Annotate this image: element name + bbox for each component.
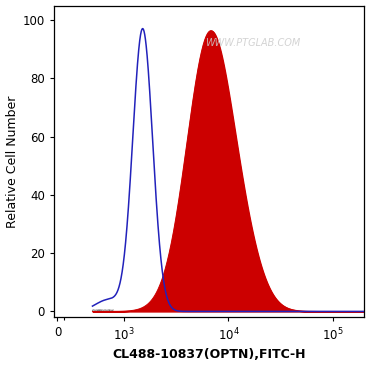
- X-axis label: CL488-10837(OPTN),FITC-H: CL488-10837(OPTN),FITC-H: [112, 348, 306, 361]
- Text: WWW.PTGLAB.COM: WWW.PTGLAB.COM: [205, 38, 300, 48]
- Y-axis label: Relative Cell Number: Relative Cell Number: [6, 95, 18, 228]
